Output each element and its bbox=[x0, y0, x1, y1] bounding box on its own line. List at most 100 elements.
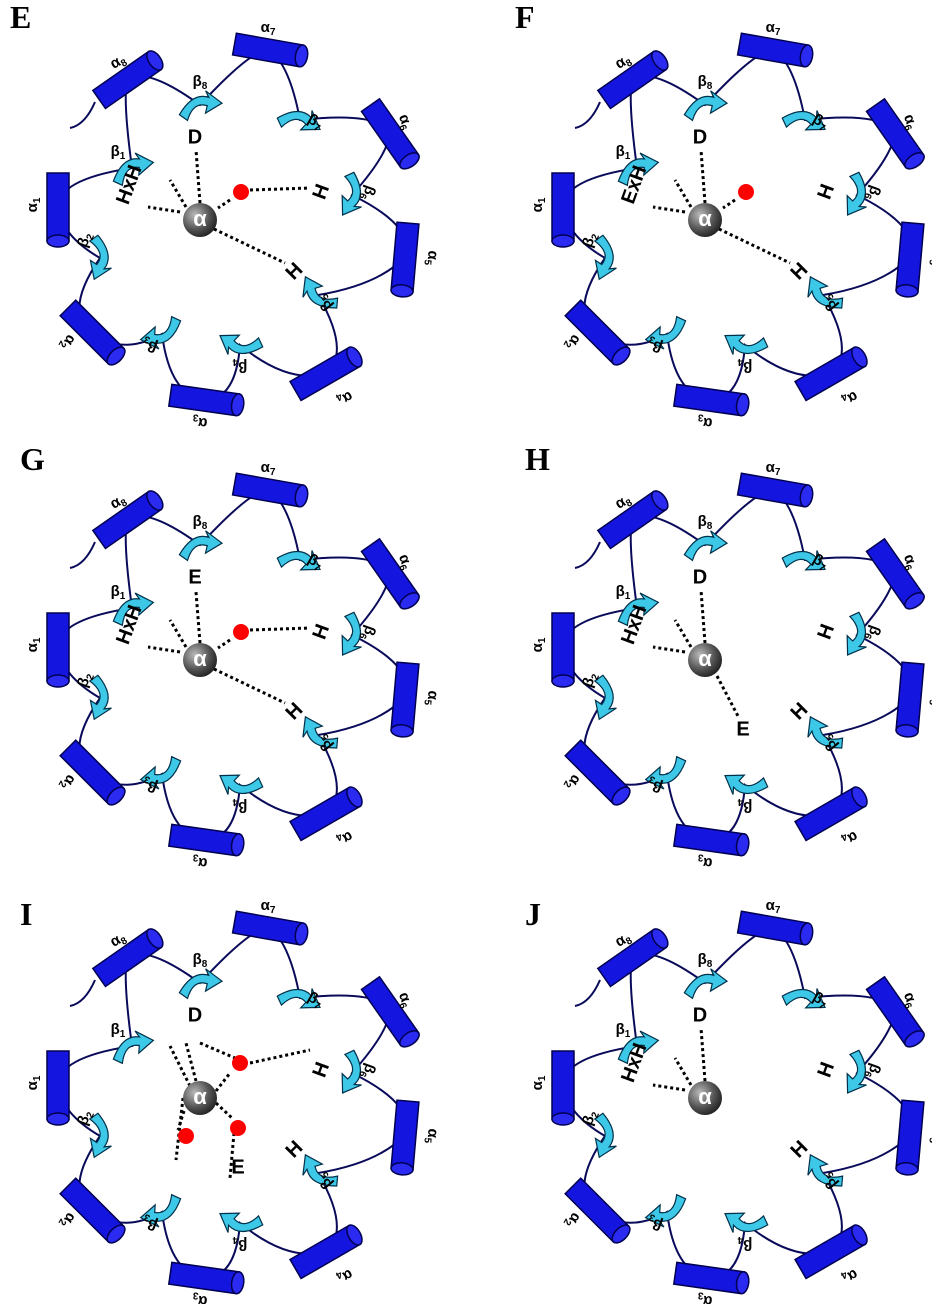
strand-arrow bbox=[683, 968, 729, 1000]
residue-label: HxH bbox=[617, 602, 651, 647]
index: 8 bbox=[707, 959, 713, 970]
helix bbox=[231, 32, 309, 68]
helix-label: α4 bbox=[838, 826, 861, 850]
helix-label: α4 bbox=[333, 826, 356, 850]
helix bbox=[672, 823, 750, 857]
index: 5 bbox=[319, 1169, 331, 1181]
helix bbox=[596, 490, 669, 550]
strand-label: β6 bbox=[356, 183, 379, 204]
strand-arrow bbox=[276, 988, 321, 1009]
index: 8 bbox=[624, 57, 635, 70]
helix bbox=[360, 97, 420, 170]
index: 2 bbox=[56, 779, 69, 790]
index: 6 bbox=[356, 191, 368, 200]
index: 8 bbox=[202, 959, 208, 970]
index: 4 bbox=[737, 796, 743, 807]
symbol: α bbox=[529, 202, 546, 212]
coordination-bond bbox=[147, 645, 181, 654]
helix-cap bbox=[895, 724, 919, 738]
index: 5 bbox=[422, 699, 433, 706]
index: 8 bbox=[119, 57, 130, 70]
symbol: α bbox=[702, 1292, 713, 1304]
strand-label: β4 bbox=[737, 1234, 752, 1253]
index: 7 bbox=[270, 905, 276, 916]
helix-label: α1 bbox=[529, 1075, 548, 1090]
panel-letter: F bbox=[515, 0, 535, 35]
strand-arrow bbox=[617, 152, 660, 187]
strand-arrow bbox=[781, 988, 826, 1009]
helix bbox=[794, 346, 868, 402]
helix-body bbox=[46, 612, 70, 682]
coordination-bond bbox=[249, 626, 311, 632]
helix-label: α7 bbox=[261, 19, 276, 38]
helix-body bbox=[390, 221, 420, 293]
symbol: β bbox=[238, 798, 247, 815]
helix-label: α5 bbox=[927, 1128, 932, 1145]
coordination-bond bbox=[168, 1045, 192, 1087]
strand-arrow bbox=[617, 1030, 660, 1065]
helix-cap bbox=[851, 786, 868, 808]
residue-label: H bbox=[814, 621, 840, 642]
strand-label: β4 bbox=[232, 356, 247, 375]
helix-body bbox=[231, 910, 305, 946]
strand-arrow bbox=[341, 1049, 362, 1094]
strand-arrow bbox=[807, 275, 844, 309]
residue-label: HxH bbox=[112, 602, 146, 647]
coordination-bond bbox=[715, 675, 741, 719]
helix-body bbox=[551, 1050, 575, 1120]
helix-body bbox=[895, 221, 925, 293]
index: 2 bbox=[561, 1217, 574, 1228]
helix bbox=[231, 472, 309, 508]
strand-label: β8 bbox=[193, 513, 208, 532]
index: 4 bbox=[838, 1269, 849, 1282]
coordination-bond bbox=[194, 591, 202, 644]
strand-label: β6 bbox=[861, 1061, 884, 1082]
helix bbox=[91, 490, 164, 550]
helix-label: α3 bbox=[191, 852, 208, 872]
helix-body bbox=[672, 1261, 746, 1295]
helix-label: α5 bbox=[927, 250, 932, 267]
residue-label: D bbox=[188, 126, 202, 148]
index: 6 bbox=[861, 631, 873, 640]
helix-cap bbox=[799, 44, 814, 68]
index: 4 bbox=[333, 831, 344, 844]
helix-cap bbox=[106, 346, 126, 366]
water bbox=[232, 1055, 248, 1071]
symbol: α bbox=[197, 1292, 208, 1304]
symbol: α bbox=[766, 897, 776, 914]
symbol: β bbox=[111, 583, 120, 600]
helix bbox=[865, 97, 925, 170]
residue-label: H bbox=[814, 181, 840, 202]
symbol: α bbox=[702, 854, 713, 872]
helix-label: α7 bbox=[766, 897, 781, 916]
helix-cap bbox=[735, 1271, 750, 1295]
strand-arrow bbox=[807, 715, 844, 749]
index: 4 bbox=[232, 1234, 238, 1245]
helix-label: α3 bbox=[696, 1290, 713, 1304]
index: 6 bbox=[902, 563, 914, 572]
helix-label: α2 bbox=[56, 771, 80, 794]
helix-body bbox=[551, 612, 575, 682]
index: 5 bbox=[319, 291, 331, 303]
strand-arrow bbox=[846, 171, 867, 216]
helix bbox=[564, 739, 631, 806]
strand-label: β8 bbox=[698, 73, 713, 92]
symbol: α bbox=[424, 690, 442, 701]
symbol: α bbox=[766, 19, 776, 36]
coordination-bond bbox=[176, 1110, 186, 1131]
helix-cap bbox=[399, 152, 420, 170]
symbol: α bbox=[929, 1128, 932, 1139]
index: 7 bbox=[817, 122, 828, 135]
symbol: α bbox=[261, 897, 271, 914]
helix-body bbox=[46, 172, 70, 242]
helix-label: α4 bbox=[333, 1264, 356, 1288]
helix bbox=[895, 221, 925, 298]
strand-label: β8 bbox=[193, 73, 208, 92]
helix-cap bbox=[904, 1030, 925, 1048]
metal-label: α bbox=[193, 646, 207, 671]
coordination-bond bbox=[214, 1072, 232, 1092]
helix bbox=[167, 383, 245, 417]
index: 3 bbox=[697, 412, 704, 423]
